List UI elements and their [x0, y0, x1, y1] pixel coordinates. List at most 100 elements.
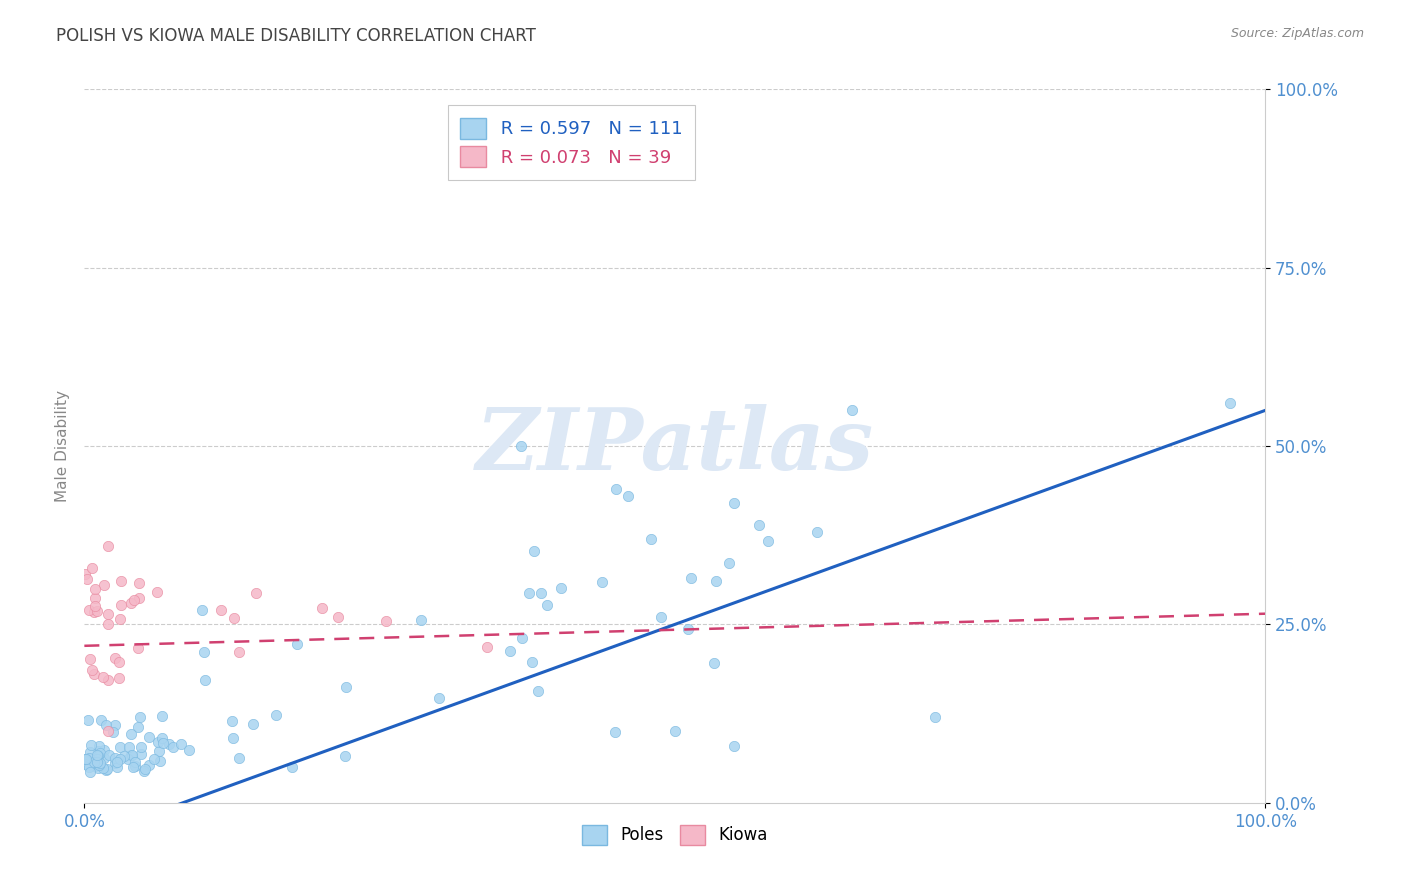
- Point: [86, 747, 108, 762]
- Point: [146, 735, 169, 749]
- Point: [510, 439, 533, 453]
- Point: [129, 747, 152, 761]
- Point: [77, 603, 100, 617]
- Point: [86, 744, 108, 758]
- Point: [748, 517, 770, 532]
- Point: [228, 645, 250, 659]
- Point: [108, 672, 131, 686]
- Point: [335, 680, 357, 694]
- Point: [280, 760, 302, 774]
- Point: [616, 489, 638, 503]
- Point: [703, 656, 725, 670]
- Point: [150, 709, 173, 723]
- Point: [118, 740, 141, 755]
- Point: [107, 655, 129, 669]
- Point: [162, 740, 184, 755]
- Point: [83, 582, 105, 596]
- Point: [1219, 396, 1241, 410]
- Point: [83, 599, 105, 613]
- Point: [142, 752, 165, 766]
- Point: [640, 532, 662, 546]
- Point: [209, 603, 232, 617]
- Point: [122, 593, 145, 607]
- Point: [477, 640, 499, 655]
- Point: [86, 752, 108, 766]
- Point: [146, 585, 169, 599]
- Point: [97, 539, 120, 553]
- Point: [101, 725, 124, 739]
- Point: [84, 751, 107, 765]
- Point: [536, 598, 558, 612]
- Point: [110, 574, 132, 588]
- Point: [134, 762, 156, 776]
- Point: [138, 757, 160, 772]
- Text: Source: ZipAtlas.com: Source: ZipAtlas.com: [1230, 27, 1364, 40]
- Point: [110, 752, 132, 766]
- Point: [138, 731, 160, 745]
- Point: [841, 403, 863, 417]
- Point: [91, 669, 114, 683]
- Point: [150, 731, 173, 746]
- Text: ZIPatlas: ZIPatlas: [475, 404, 875, 488]
- Point: [242, 717, 264, 731]
- Point: [679, 570, 702, 584]
- Point: [87, 749, 110, 764]
- Point: [77, 713, 100, 727]
- Point: [83, 667, 105, 681]
- Point: [87, 757, 110, 772]
- Point: [117, 752, 139, 766]
- Y-axis label: Male Disability: Male Disability: [55, 390, 70, 502]
- Point: [127, 720, 149, 734]
- Point: [152, 736, 174, 750]
- Point: [83, 591, 105, 605]
- Point: [79, 745, 101, 759]
- Point: [120, 748, 142, 763]
- Point: [806, 524, 828, 539]
- Point: [148, 744, 170, 758]
- Point: [96, 762, 118, 776]
- Point: [704, 574, 727, 589]
- Point: [222, 731, 245, 745]
- Point: [94, 718, 117, 732]
- Point: [75, 752, 97, 766]
- Point: [104, 718, 127, 732]
- Point: [603, 725, 626, 739]
- Point: [82, 663, 104, 677]
- Point: [97, 673, 120, 687]
- Point: [97, 617, 120, 632]
- Point: [97, 607, 120, 621]
- Point: [83, 755, 105, 769]
- Point: [110, 598, 132, 612]
- Point: [79, 652, 101, 666]
- Point: [127, 641, 149, 656]
- Point: [104, 650, 127, 665]
- Point: [591, 574, 613, 589]
- Point: [128, 710, 150, 724]
- Point: [73, 752, 96, 766]
- Point: [120, 727, 142, 741]
- Point: [191, 603, 214, 617]
- Point: [128, 591, 150, 606]
- Point: [758, 534, 780, 549]
- Point: [527, 684, 550, 698]
- Point: [104, 756, 127, 771]
- Point: [411, 613, 433, 627]
- Point: [285, 637, 308, 651]
- Point: [77, 751, 100, 765]
- Text: POLISH VS KIOWA MALE DISABILITY CORRELATION CHART: POLISH VS KIOWA MALE DISABILITY CORRELAT…: [56, 27, 536, 45]
- Point: [91, 760, 114, 774]
- Point: [120, 596, 142, 610]
- Point: [326, 610, 349, 624]
- Point: [97, 724, 120, 739]
- Point: [83, 605, 105, 619]
- Point: [87, 758, 110, 772]
- Point: [664, 724, 686, 739]
- Point: [108, 611, 131, 625]
- Point: [311, 601, 333, 615]
- Point: [170, 737, 193, 751]
- Point: [530, 586, 553, 600]
- Point: [427, 690, 450, 705]
- Point: [149, 754, 172, 768]
- Point: [222, 611, 245, 625]
- Point: [86, 604, 108, 618]
